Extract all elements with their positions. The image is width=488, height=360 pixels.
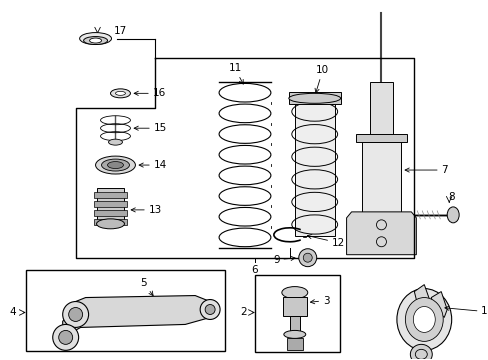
Ellipse shape — [59, 330, 73, 345]
Bar — [288, 92, 340, 104]
Ellipse shape — [447, 207, 458, 223]
Text: 9: 9 — [273, 255, 294, 265]
Text: 1: 1 — [444, 306, 487, 316]
Ellipse shape — [405, 298, 442, 341]
Bar — [96, 188, 124, 224]
Bar — [93, 219, 127, 225]
Ellipse shape — [53, 324, 79, 350]
Text: 16: 16 — [134, 88, 165, 98]
Ellipse shape — [283, 330, 305, 338]
Text: 10: 10 — [314, 66, 328, 93]
Bar — [286, 338, 302, 350]
Ellipse shape — [412, 306, 434, 332]
Text: 15: 15 — [134, 123, 166, 133]
Ellipse shape — [303, 253, 312, 262]
Ellipse shape — [68, 307, 82, 321]
Ellipse shape — [107, 162, 123, 168]
Ellipse shape — [96, 219, 124, 229]
Ellipse shape — [288, 93, 340, 103]
Bar — [361, 142, 401, 212]
Ellipse shape — [115, 91, 125, 95]
Text: 12: 12 — [307, 234, 344, 248]
Text: 4: 4 — [10, 307, 16, 318]
Polygon shape — [413, 285, 430, 311]
Bar — [369, 82, 393, 137]
Ellipse shape — [80, 32, 111, 45]
Ellipse shape — [396, 289, 451, 350]
Text: 11: 11 — [228, 63, 243, 84]
Bar — [93, 210, 127, 216]
Ellipse shape — [108, 139, 122, 145]
Text: 14: 14 — [139, 160, 166, 170]
Bar — [289, 316, 299, 334]
Ellipse shape — [205, 305, 215, 315]
Ellipse shape — [95, 156, 135, 174]
Text: 3: 3 — [310, 296, 328, 306]
Text: 17: 17 — [113, 26, 126, 36]
Bar — [282, 297, 306, 316]
Bar — [355, 134, 407, 142]
Text: 7: 7 — [404, 165, 447, 175]
Bar — [93, 201, 127, 207]
Ellipse shape — [298, 249, 316, 267]
Bar — [26, 270, 224, 351]
Polygon shape — [346, 212, 415, 255]
Text: 13: 13 — [131, 205, 162, 215]
Ellipse shape — [102, 159, 129, 171]
Text: 2: 2 — [240, 307, 247, 318]
Text: 6: 6 — [251, 265, 258, 275]
Ellipse shape — [409, 345, 431, 360]
Text: 5: 5 — [140, 278, 153, 296]
Ellipse shape — [83, 37, 107, 45]
Ellipse shape — [281, 287, 307, 298]
Bar — [254, 275, 339, 352]
Ellipse shape — [89, 38, 102, 43]
Polygon shape — [430, 292, 447, 318]
Ellipse shape — [110, 89, 130, 98]
Ellipse shape — [200, 300, 220, 319]
Bar — [294, 100, 334, 236]
Bar — [93, 192, 127, 198]
Ellipse shape — [62, 302, 88, 328]
Text: 8: 8 — [447, 192, 453, 202]
Polygon shape — [62, 296, 210, 337]
